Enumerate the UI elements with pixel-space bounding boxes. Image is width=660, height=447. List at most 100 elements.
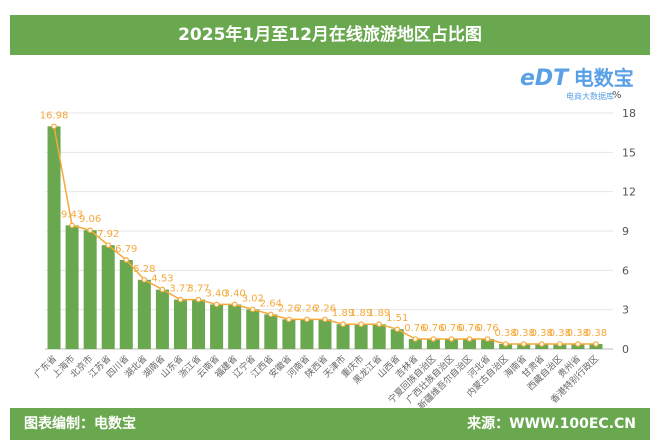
- line-point: [557, 341, 563, 347]
- chart-title: 2025年1月至12月在线旅游地区占比图: [10, 15, 650, 55]
- data-label: 0.76: [440, 323, 462, 334]
- bar: [372, 324, 386, 349]
- line-point: [159, 286, 166, 293]
- line-point: [105, 242, 112, 248]
- data-label: 0.38: [567, 328, 589, 339]
- data-label: 3.77: [169, 284, 191, 295]
- line-point: [538, 341, 545, 347]
- bar: [336, 324, 350, 349]
- data-label: 0.38: [513, 328, 535, 339]
- line-point: [268, 311, 274, 318]
- line-point: [340, 321, 346, 328]
- bar: [354, 324, 368, 349]
- bar: [173, 299, 187, 349]
- y-tick-label: 12: [622, 186, 636, 199]
- bar: [192, 299, 206, 349]
- line-point: [412, 336, 419, 342]
- bar: [481, 339, 495, 349]
- data-label: 1.89: [332, 308, 354, 319]
- line-point: [466, 336, 473, 342]
- data-label: 1.89: [350, 308, 372, 319]
- data-label: 2.64: [260, 298, 282, 309]
- data-label: 3.02: [242, 293, 264, 304]
- bar: [264, 314, 278, 349]
- data-label: 3.77: [187, 284, 209, 295]
- bar: [390, 329, 404, 349]
- data-label: 2.26: [314, 303, 336, 314]
- data-label: 1.51: [386, 313, 408, 324]
- bar: [65, 225, 79, 349]
- data-label: 9.06: [79, 214, 101, 225]
- bar: [463, 339, 477, 349]
- bar: [228, 304, 242, 349]
- bar: [444, 339, 458, 349]
- bar: [210, 304, 224, 349]
- logo-mark: eDT: [520, 66, 569, 91]
- data-label: 0.38: [585, 328, 607, 339]
- footer-credit: 图表编制：电数宝: [24, 416, 136, 432]
- data-label: 0.76: [422, 323, 444, 334]
- data-label: 0.76: [458, 323, 480, 334]
- bar: [155, 289, 169, 349]
- data-label: 5.28: [133, 264, 155, 275]
- line-point: [593, 341, 599, 347]
- data-label: 9.43: [61, 209, 83, 220]
- data-label: 0.76: [404, 323, 426, 334]
- line-point: [376, 321, 382, 328]
- data-label: 1.89: [368, 308, 390, 319]
- line-point: [322, 316, 328, 323]
- footer: 图表编制：电数宝 来源：WWW.100EC.CN: [10, 408, 650, 440]
- logo-text: 电数宝: [573, 66, 634, 90]
- bar: [47, 126, 61, 349]
- data-label: 0.38: [495, 328, 517, 339]
- line-point: [51, 123, 57, 130]
- bar: [137, 279, 151, 349]
- line-point: [575, 341, 581, 347]
- data-label: 0.76: [476, 323, 498, 334]
- y-tick-label: 15: [622, 146, 636, 159]
- logo: eDT 电数宝 电商大数据库: [520, 62, 634, 102]
- y-tick-label: 18: [622, 107, 636, 120]
- bar: [119, 259, 133, 349]
- bar: [300, 319, 314, 349]
- data-label: 6.79: [115, 244, 137, 255]
- line-point: [69, 222, 75, 229]
- data-label: 2.26: [278, 303, 300, 314]
- logo-sub: 电商大数据库: [566, 92, 614, 101]
- line-point: [87, 227, 93, 234]
- bar: [282, 319, 296, 349]
- data-label: 0.38: [549, 328, 571, 339]
- line-point: [123, 257, 130, 263]
- line-point: [231, 301, 238, 308]
- y-tick-label: 3: [622, 304, 629, 317]
- data-label: 3.40: [224, 288, 246, 299]
- y-unit-label: %: [612, 90, 622, 101]
- line-point: [213, 301, 220, 308]
- bar: [83, 230, 97, 349]
- line-point: [358, 321, 364, 328]
- line-point: [141, 276, 148, 283]
- line-point: [484, 336, 491, 342]
- line-point: [195, 296, 202, 303]
- line-point: [286, 316, 292, 323]
- bar: [318, 319, 332, 349]
- data-label: 7.92: [97, 229, 119, 240]
- line-point: [177, 296, 184, 303]
- y-tick-label: 0: [622, 343, 629, 356]
- footer-source: 来源：WWW.100EC.CN: [467, 416, 636, 432]
- y-tick-label: 9: [622, 225, 629, 238]
- bar: [426, 339, 440, 349]
- bar: [246, 309, 260, 349]
- line-point: [394, 326, 401, 333]
- y-tick-label: 6: [622, 264, 629, 277]
- data-label: 4.53: [151, 274, 173, 285]
- line-point: [430, 336, 437, 342]
- bar: [408, 339, 422, 349]
- data-label: 3.40: [205, 288, 227, 299]
- line-point: [502, 341, 509, 347]
- bar: [101, 245, 115, 349]
- data-label: 2.26: [296, 303, 318, 314]
- data-label: 16.98: [40, 110, 69, 121]
- line-point: [448, 336, 455, 342]
